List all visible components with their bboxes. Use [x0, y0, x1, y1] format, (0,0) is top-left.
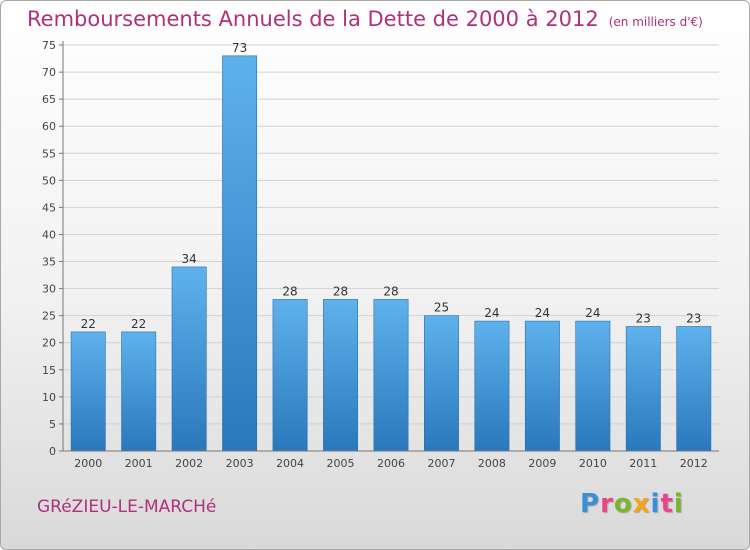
logo-letter: t — [660, 489, 674, 519]
bar — [474, 320, 510, 452]
y-tick-label: 60 — [42, 120, 56, 133]
y-tick-label: 45 — [42, 201, 56, 214]
x-tick-label: 2001 — [125, 457, 153, 470]
chart-title-block: Remboursements Annuels de la Dette de 20… — [27, 7, 703, 31]
y-tick-label: 50 — [42, 174, 56, 187]
x-tick-label: 2011 — [629, 457, 657, 470]
bar — [222, 55, 258, 452]
logo-letter: P — [580, 489, 601, 519]
x-axis: 2000 2001 2002 2003 2004 2005 2006 2007 2008 2009… — [63, 450, 719, 470]
logo-letter: x — [632, 489, 651, 519]
y-tick-label: 10 — [42, 391, 56, 404]
bar — [575, 320, 611, 452]
chart-title: Remboursements Annuels de la Dette de 20… — [27, 7, 599, 31]
data-label: 23 — [636, 311, 651, 325]
bar — [625, 326, 661, 452]
bar — [171, 266, 207, 452]
y-tick-label: 25 — [42, 310, 56, 323]
y-axis: 0 5 10 15 20 25 30 35 40 45 50 55 60 65 70 75 — [42, 39, 64, 458]
y-tick-label: 15 — [42, 364, 56, 377]
y-tick-label: 70 — [42, 66, 56, 79]
bar — [524, 320, 560, 452]
x-tick-label: 2010 — [579, 457, 607, 470]
bars: 22 22 34 73 28 28 28 25 24 24 24 23 23 — [70, 41, 712, 452]
y-tick-label: 5 — [49, 418, 56, 431]
data-label: 22 — [131, 317, 146, 331]
y-tick-label: 55 — [42, 147, 56, 160]
x-tick-label: 2004 — [276, 457, 304, 470]
bar — [70, 331, 106, 452]
data-label: 25 — [434, 301, 449, 315]
y-tick-label: 35 — [42, 256, 56, 269]
x-tick-label: 2006 — [377, 457, 405, 470]
x-tick-label: 2000 — [74, 457, 102, 470]
y-tick-label: 30 — [42, 283, 56, 296]
data-label: 73 — [232, 41, 247, 55]
x-tick-label: 2005 — [327, 457, 355, 470]
y-tick-label: 65 — [42, 93, 56, 106]
logo-letter: i — [673, 489, 684, 519]
bar — [373, 299, 409, 452]
proxiti-logo: Proxiti — [580, 489, 684, 519]
data-label: 28 — [383, 284, 398, 298]
data-label: 23 — [686, 311, 701, 325]
x-tick-label: 2002 — [175, 457, 203, 470]
data-label: 24 — [484, 306, 499, 320]
bar — [323, 299, 358, 452]
y-tick-label: 0 — [49, 445, 56, 458]
data-label: 24 — [535, 306, 550, 320]
bar — [676, 326, 712, 452]
y-tick-label: 40 — [42, 228, 56, 241]
data-label: 34 — [182, 252, 197, 266]
x-tick-label: 2003 — [226, 457, 254, 470]
chart-subtitle: (en milliers d'€) — [608, 15, 703, 29]
y-tick-label: 75 — [42, 39, 56, 52]
data-label: 28 — [282, 284, 297, 298]
bar — [121, 331, 157, 452]
x-tick-label: 2007 — [427, 457, 455, 470]
bar — [424, 315, 459, 452]
x-tick-label: 2012 — [680, 457, 708, 470]
logo-letter: o — [613, 489, 633, 519]
x-tick-label: 2009 — [528, 457, 556, 470]
x-tick-label: 2008 — [478, 457, 506, 470]
data-label: 22 — [81, 317, 96, 331]
data-label: 28 — [333, 284, 348, 298]
y-tick-label: 20 — [42, 337, 56, 350]
bar — [272, 299, 308, 452]
logo-letter: i — [650, 489, 661, 519]
place-name: GRéZIEU-LE-MARCHé — [37, 497, 217, 517]
data-label: 24 — [585, 306, 600, 320]
logo-letter: r — [600, 489, 614, 519]
